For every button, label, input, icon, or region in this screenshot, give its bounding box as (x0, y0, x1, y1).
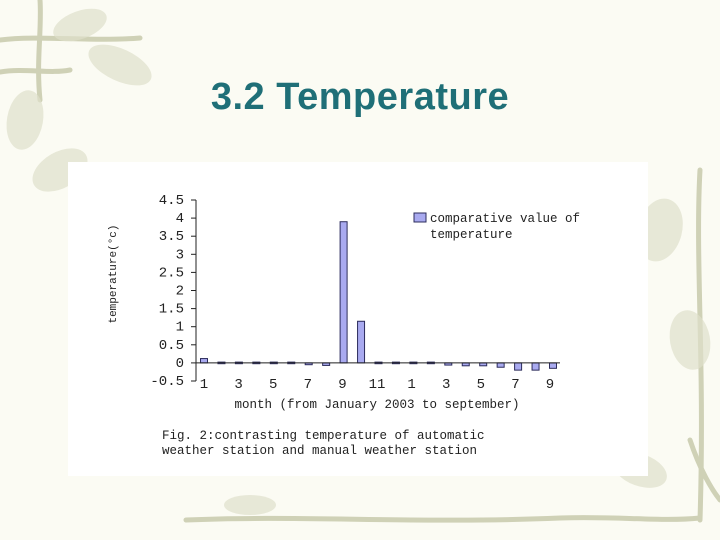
x-tick-label: 3 (234, 377, 242, 393)
y-tick-label: 4 (176, 211, 184, 227)
bar (549, 362, 557, 369)
y-axis-label: temperature(°c) (108, 224, 120, 323)
y-tick-label: 1.5 (159, 302, 184, 318)
bar (531, 362, 540, 371)
x-tick-label: 5 (477, 377, 485, 393)
x-tick-label: 1 (200, 377, 208, 393)
legend: comparative value of temperature (413, 212, 580, 242)
x-axis-ticks: 1 3 5 7 9 11 1 3 5 7 9 (200, 377, 554, 393)
x-tick-label: 1 (407, 377, 415, 393)
y-tick-label: 4.5 (159, 193, 184, 209)
x-axis-label: month (from January 2003 to september) (234, 398, 519, 412)
bar (514, 362, 523, 371)
y-tick-label: 2 (176, 284, 184, 300)
x-tick-label: 5 (269, 377, 277, 393)
x-tick-label: 3 (442, 377, 450, 393)
legend-line1: comparative value of (430, 212, 580, 226)
y-tick-label: 2.5 (159, 265, 184, 281)
y-tick-label: 3 (176, 247, 184, 263)
y-tick-label: 3.5 (159, 229, 184, 245)
y-tick-label: 0.5 (159, 338, 184, 354)
bars-group (200, 221, 557, 371)
x-tick-label: 7 (304, 377, 312, 393)
y-axis-ticks: -0.5 0 0.5 1 1.5 2 2.5 3 3.5 4 4.5 (150, 193, 196, 390)
bar (357, 320, 366, 364)
x-tick-label: 7 (511, 377, 519, 393)
bar (496, 362, 505, 368)
slide-title: 3.2 Temperature (210, 76, 510, 118)
y-tick-label: -0.5 (150, 374, 184, 390)
figure-caption-line2: weather station and manual weather stati… (162, 444, 477, 458)
bar-chart: -0.500.511.522.533.544.5 1 3 5 7 9 11 1 3 5 7 9 te… (108, 193, 580, 458)
figure-panel: -0.5 0 0.5 1 1.5 2 2.5 3 3.5 4 4.5 1 3 5 7 9 11 1 3 5 7 9 te… (68, 162, 648, 476)
y-tick-label: 0 (176, 356, 184, 372)
y-tick-label: 1 (176, 320, 184, 336)
legend-swatch (413, 212, 427, 223)
x-tick-label: 11 (369, 377, 386, 393)
x-tick-label: 9 (546, 377, 554, 393)
legend-line2: temperature (430, 228, 513, 242)
bar (339, 221, 348, 364)
bar (200, 358, 208, 364)
x-tick-label: 9 (338, 377, 346, 393)
figure-caption-line1: Fig. 2:contrasting temperature of automa… (162, 429, 485, 443)
